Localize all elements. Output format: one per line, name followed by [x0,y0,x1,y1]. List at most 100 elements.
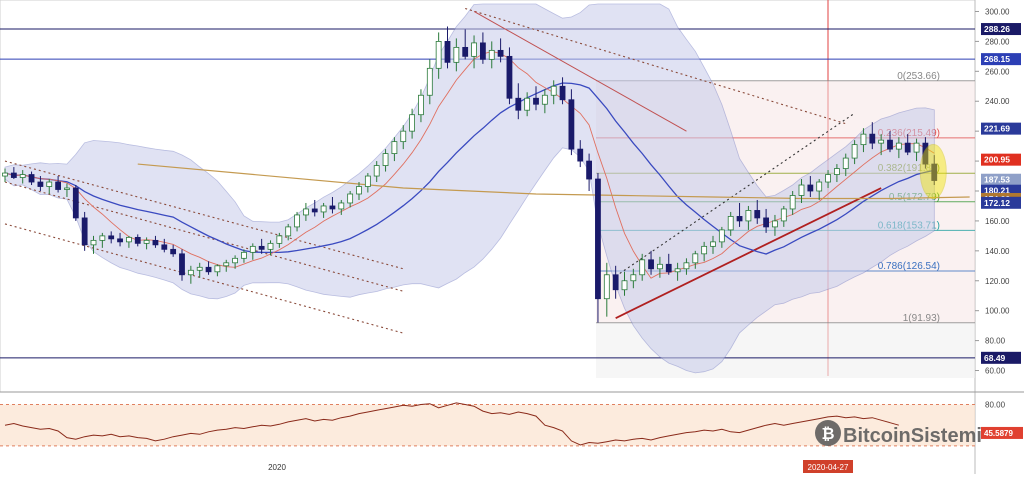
candle-body [108,235,115,240]
candle-body [37,181,44,187]
candle-body [267,242,274,250]
candle-body [453,46,460,63]
candle-body [46,181,53,187]
candle-body [683,262,690,270]
candle-body [603,274,610,300]
candle-body [418,94,424,116]
trend-channel-line [4,181,404,292]
x-axis-label: 2020 [268,463,286,472]
candle-body [895,142,902,150]
candle-body [506,55,513,99]
candle-body [19,174,26,178]
candle-body [479,42,486,60]
candle-body [595,178,601,300]
candle-body [665,263,672,273]
price-tick-label: 100.00 [985,307,1010,316]
candle-body [701,245,708,255]
watermark-text: BitcoinSistemi [843,425,982,447]
price-tick-label: 60.00 [985,367,1006,376]
rsi-band [0,404,975,446]
candle-body [745,210,752,222]
highlight-ellipse [919,144,947,200]
trend-channel-line [465,7,846,125]
price-flag-label: 180.21 [984,186,1010,196]
candle-body [28,174,35,183]
candle-body [842,157,849,169]
price-flag-label: 288.26 [984,24,1010,34]
candle-body [143,239,150,244]
candle-body [878,139,885,144]
price-flag-label: 268.15 [984,54,1010,64]
candle-body [807,184,814,192]
candle-body [488,49,495,60]
bollinger-fill [4,3,935,374]
candle-body [851,144,858,159]
watermark: ₿ BitcoinSistemi [815,420,982,447]
price-tick-label: 160.00 [985,217,1010,226]
candle-body [816,181,823,192]
fib-level-label: 1(91.93) [903,313,940,324]
price-tick-label: 120.00 [985,277,1010,286]
price-flag-label: 200.95 [984,155,1010,165]
candle-body [586,160,592,180]
candle-body [241,251,247,259]
candle-body [232,257,239,264]
price-flag-box [981,196,1021,209]
candle-body [152,239,159,246]
candle-body [904,142,911,153]
candle-body [515,97,522,111]
candle-body [2,172,8,177]
candle-body [860,133,867,146]
date-flag-box [803,460,853,473]
candle-body [179,253,185,276]
candle-body [338,202,345,210]
candle-body [161,244,168,250]
annotations [919,144,947,200]
price-flag-box [981,53,1021,66]
candle-body [657,263,663,270]
candle-body [214,265,221,273]
price-flag-box [981,351,1021,364]
candle-body [648,259,654,270]
candle-body [789,195,796,210]
candle-body [931,163,938,181]
rsi-tick-label: 80.00 [985,401,1006,410]
candle-body [320,205,327,213]
candle-body [718,229,725,243]
candle-body [825,174,831,183]
ma-fast-line [4,50,935,279]
trend-channel-line [4,160,404,270]
candle-body [90,239,97,246]
candle-body [223,262,230,267]
candle-body [170,248,177,255]
candle-body [780,208,787,222]
price-tick-label: 280.00 [985,37,1010,46]
candle-body [276,235,283,244]
price-flag-label: 172.12 [984,198,1010,208]
candle-body [187,269,194,276]
candle-body [302,208,309,216]
trend-channels [4,7,882,334]
candle-body [117,238,123,243]
candle-body [763,217,769,228]
candle-body [373,165,380,177]
price-flag-box [981,153,1021,166]
candle-body [258,245,265,250]
candle-body [81,217,88,246]
candle-body [922,142,929,165]
candle-body [621,280,628,291]
price-flag-box [981,173,1021,186]
candle-body [772,220,778,228]
candle-body [577,148,584,162]
candle-body [99,235,106,241]
price-flag-box [981,122,1021,135]
rsi-flag-label: 45.5879 [984,429,1013,438]
svg-text:₿: ₿ [821,425,834,443]
fib-level-label: 0.786(126.54) [878,261,940,272]
candle-body [612,274,619,291]
candle-body [400,130,407,143]
rsi-flag-box [981,426,1023,439]
candle-body [462,46,469,57]
